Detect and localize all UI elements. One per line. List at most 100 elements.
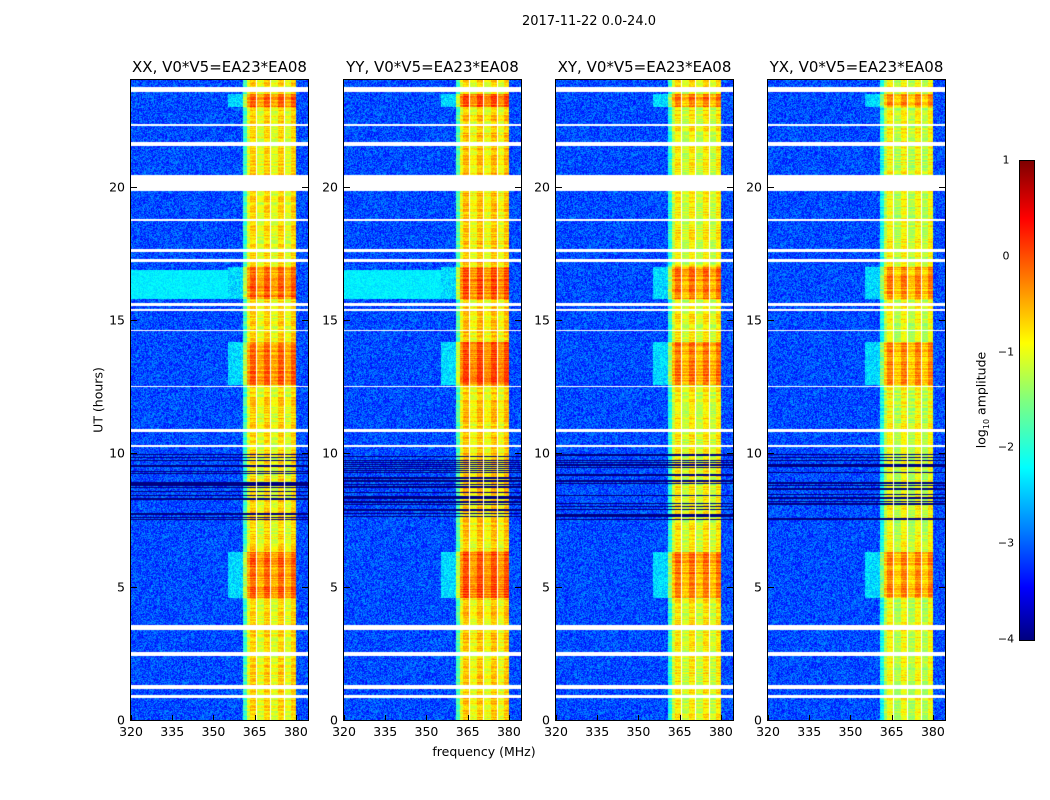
panel-title: XX, V0*V5=EA23*EA08 [132, 58, 307, 76]
y-tick-label: 10 [534, 445, 550, 461]
y-tick-label: 10 [109, 445, 125, 461]
x-tick-mark [131, 715, 132, 720]
heatmap-image [556, 80, 733, 720]
x-tick-mark [254, 715, 256, 720]
x-tick-mark [891, 715, 893, 720]
colorbar-tick-label: −3 [997, 536, 1015, 550]
x-tick-label: 335 [797, 724, 822, 739]
y-tick-label: 15 [322, 312, 338, 328]
y-tick-label: 0 [330, 712, 338, 728]
x-tick-label: 335 [373, 724, 398, 739]
y-tick-mark [302, 453, 308, 455]
y-tick-mark [302, 320, 308, 321]
y-tick-label: 20 [322, 179, 338, 195]
x-tick-label: 320 [119, 724, 143, 739]
colorbar-tick-label: −2 [997, 440, 1015, 454]
x-tick-mark [720, 715, 722, 720]
y-tick-mark [556, 586, 562, 588]
x-tick-mark [467, 715, 469, 720]
y-tick-mark [939, 453, 945, 455]
y-tick-label: 10 [322, 445, 338, 461]
colorbar-label-prefix: log [973, 429, 989, 449]
y-tick-mark [131, 720, 137, 721]
panel-yx: YX, V0*V5=EA23*EA08 320 335 350 365 380 0 5 10 15… [746, 58, 946, 739]
y-tick-mark [344, 186, 350, 188]
figure-title: 2017-11-22 0.0-24.0 [522, 14, 656, 29]
y-tick-label: 0 [542, 712, 550, 728]
y-tick-mark [344, 586, 350, 588]
x-tick-mark [508, 715, 510, 720]
y-tick-mark [939, 186, 945, 188]
y-tick-mark [131, 320, 137, 321]
y-tick-label: 20 [109, 179, 125, 195]
y-tick-label: 15 [109, 312, 125, 328]
x-tick-label: 350 [626, 724, 651, 739]
y-tick-mark [727, 320, 733, 321]
y-tick-mark [939, 320, 945, 321]
x-tick-label: 335 [585, 724, 610, 739]
panel-title: YX, V0*V5=EA23*EA08 [769, 58, 944, 76]
colorbar-label-suffix: amplitude [973, 351, 989, 419]
x-tick-mark [426, 715, 428, 720]
panel-xy: XY, V0*V5=EA23*EA08 320 335 350 365 380 0 5 10 15… [534, 58, 734, 739]
x-tick-label: 320 [332, 724, 356, 739]
panel-xx: XX, V0*V5=EA23*EA08 320 335 350 365 380 0 5 10 15… [109, 58, 309, 739]
x-tick-mark [679, 715, 681, 720]
colorbar-tick-label: −4 [997, 632, 1015, 646]
y-tick-label: 15 [534, 312, 550, 328]
colorbar-tick-label: −1 [997, 345, 1015, 359]
y-tick-label: 5 [117, 579, 125, 595]
y-tick-mark [556, 720, 562, 721]
x-tick-mark [213, 715, 215, 720]
y-tick-mark [515, 720, 521, 721]
colorbar-tick-label: 0 [1002, 249, 1010, 263]
y-tick-label: 20 [746, 179, 762, 195]
y-tick-mark [556, 320, 562, 321]
x-tick-mark [932, 715, 934, 720]
colorbar-label: log10 amplitude [973, 352, 991, 448]
y-tick-mark [302, 586, 308, 588]
y-tick-label: 5 [542, 579, 550, 595]
panel-yy: YY, V0*V5=EA23*EA08 320 335 350 365 380 0 5 10 15… [322, 58, 522, 739]
panel-title: YY, V0*V5=EA23*EA08 [346, 58, 519, 76]
y-tick-mark [515, 186, 521, 188]
y-tick-mark [556, 186, 562, 188]
x-tick-label: 350 [838, 724, 863, 739]
y-tick-mark [344, 453, 350, 455]
y-tick-label: 20 [534, 179, 550, 195]
y-tick-mark [131, 186, 137, 188]
y-tick-mark [768, 586, 774, 588]
y-tick-mark [939, 720, 945, 721]
x-tick-mark [295, 715, 297, 720]
x-tick-mark [809, 715, 811, 720]
y-tick-mark [727, 720, 733, 721]
x-tick-label: 380 [920, 724, 945, 739]
heatmap-image [131, 80, 308, 720]
y-tick-label: 0 [754, 712, 762, 728]
y-tick-label: 5 [754, 579, 762, 595]
y-tick-label: 10 [746, 445, 762, 461]
colorbar-tick-label: 1 [1002, 153, 1010, 167]
y-tick-mark [515, 586, 521, 588]
y-tick-label: 15 [746, 312, 762, 328]
x-tick-label: 350 [201, 724, 226, 739]
y-tick-mark [302, 186, 308, 188]
x-tick-label: 365 [242, 724, 267, 739]
y-tick-mark [727, 586, 733, 588]
x-tick-mark [638, 715, 640, 720]
y-tick-label: 5 [330, 579, 338, 595]
x-tick-mark [344, 715, 345, 720]
x-tick-mark [556, 715, 557, 720]
y-tick-mark [768, 186, 774, 188]
x-tick-mark [850, 715, 852, 720]
x-tick-label: 365 [879, 724, 904, 739]
x-tick-label: 380 [283, 724, 308, 739]
y-tick-mark [131, 453, 137, 455]
x-tick-label: 365 [455, 724, 480, 739]
colorbar-label-sub: 10 [981, 418, 991, 430]
y-tick-mark [302, 720, 308, 721]
x-tick-mark [768, 715, 769, 720]
y-tick-mark [344, 320, 350, 321]
x-tick-mark [385, 715, 387, 720]
x-tick-label: 320 [544, 724, 568, 739]
